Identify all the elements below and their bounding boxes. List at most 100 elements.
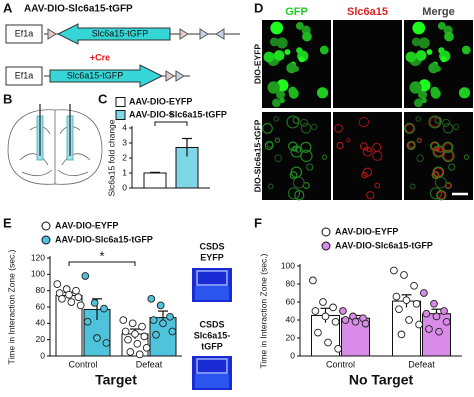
- y-tick-label: 4: [122, 122, 127, 132]
- data-point: [65, 290, 73, 299]
- cell: [274, 137, 281, 144]
- y-tick-label: 60: [286, 296, 296, 306]
- promoter-label: Ef1a: [15, 28, 34, 38]
- cell: [362, 167, 372, 177]
- data-point: [126, 348, 135, 356]
- data-point: [402, 296, 411, 305]
- bar: [143, 172, 167, 189]
- data-point: [74, 293, 83, 302]
- legend-label: AAV-DIO-EYFP: [335, 226, 398, 236]
- panel-label: C: [98, 91, 108, 106]
- data-point: [430, 299, 438, 308]
- cell: [279, 97, 285, 104]
- data-point: [72, 286, 80, 295]
- cell: [414, 98, 423, 108]
- data-point: [397, 330, 406, 339]
- x-tick-label: Control: [68, 359, 97, 369]
- data-point: [432, 312, 441, 321]
- cell: [288, 88, 299, 99]
- insert-label: Slc6a15-tGFP: [67, 70, 124, 80]
- y-tick-label: 3: [122, 137, 127, 147]
- cell: [415, 116, 422, 122]
- cell: [306, 163, 314, 171]
- data-point: [128, 319, 137, 328]
- heatmap-label: CSDS: [199, 319, 224, 329]
- significance-bracket: [154, 121, 188, 126]
- data-point: [392, 292, 401, 301]
- data-point: [331, 317, 340, 326]
- cell: [406, 141, 416, 150]
- cell: [298, 56, 305, 63]
- data-point: [58, 294, 66, 303]
- cell: [372, 142, 382, 152]
- data-point: [339, 307, 347, 315]
- cell: [362, 146, 373, 157]
- data-point: [81, 272, 90, 280]
- heatmap: [192, 268, 232, 390]
- data-point: [152, 330, 160, 339]
- data-point: [334, 344, 342, 353]
- cell: [274, 154, 283, 163]
- cell: [441, 118, 451, 128]
- data-point: [76, 301, 85, 310]
- data-point: [341, 316, 350, 324]
- data-point: [93, 334, 101, 342]
- row-label: DIO-EYFP: [252, 44, 262, 84]
- legend-label: AAV-DIO-Slc6a15-tGFP: [55, 234, 153, 244]
- significance-bracket: [68, 261, 136, 266]
- data-point: [309, 276, 317, 285]
- data-point: [412, 299, 421, 308]
- cell: [336, 141, 344, 150]
- legend-label: AAV-DIO-Slc6a15-tGFP: [335, 240, 433, 250]
- cell: [276, 37, 288, 49]
- cell: [295, 146, 302, 153]
- y-axis-label: Time in Interaction Zone (sec.): [258, 253, 268, 368]
- cell: [418, 37, 430, 49]
- data-point: [156, 301, 165, 310]
- cell: [432, 171, 439, 179]
- data-point: [361, 319, 370, 328]
- cell: [358, 116, 370, 128]
- cell: [444, 31, 454, 42]
- cell: [263, 51, 275, 63]
- x-axis-label: Target: [95, 372, 137, 388]
- data-point: [133, 339, 142, 348]
- cell: [409, 183, 416, 190]
- column-header: Merge: [422, 6, 454, 18]
- data-point: [324, 338, 332, 347]
- cell: [286, 62, 297, 74]
- legend-marker: [41, 235, 51, 245]
- data-point: [435, 327, 443, 336]
- y-tick-label: 20: [36, 334, 46, 344]
- data-point: [425, 325, 433, 333]
- cell: [346, 138, 351, 143]
- insert-label: Slc6a15-tGFP: [92, 28, 149, 38]
- legend-marker: [321, 241, 331, 251]
- y-tick-label: 0: [122, 182, 127, 192]
- cell: [273, 50, 285, 61]
- data-point: [440, 307, 448, 315]
- data-point: [53, 280, 62, 288]
- y-tick-label: 40: [286, 314, 296, 324]
- data-point: [131, 330, 139, 338]
- x-tick-label: Defeat: [136, 359, 163, 369]
- cell: [415, 50, 427, 61]
- data-point: [442, 317, 451, 326]
- y-axis-label: Slc6a15 fold change: [106, 119, 116, 196]
- cell: [273, 116, 280, 122]
- legend-marker: [41, 221, 51, 231]
- data-point: [321, 312, 330, 321]
- micrographs: GFP Slc6a15 Merge DIO-EYFP DIO-Slc6a15-tGFP: [252, 6, 473, 201]
- y-tick-label: 100: [31, 269, 45, 279]
- y-tick-label: 80: [36, 285, 46, 295]
- cell: [270, 21, 284, 35]
- significance-label: *: [168, 108, 173, 123]
- column-header: Slc6a15: [347, 6, 388, 18]
- construct-1: [5, 23, 240, 45]
- data-point: [142, 343, 151, 352]
- cell: [366, 191, 375, 200]
- data-point: [138, 322, 146, 331]
- cell: [436, 190, 447, 201]
- promoter-label: Ef1a: [15, 70, 34, 80]
- cell: [290, 145, 303, 158]
